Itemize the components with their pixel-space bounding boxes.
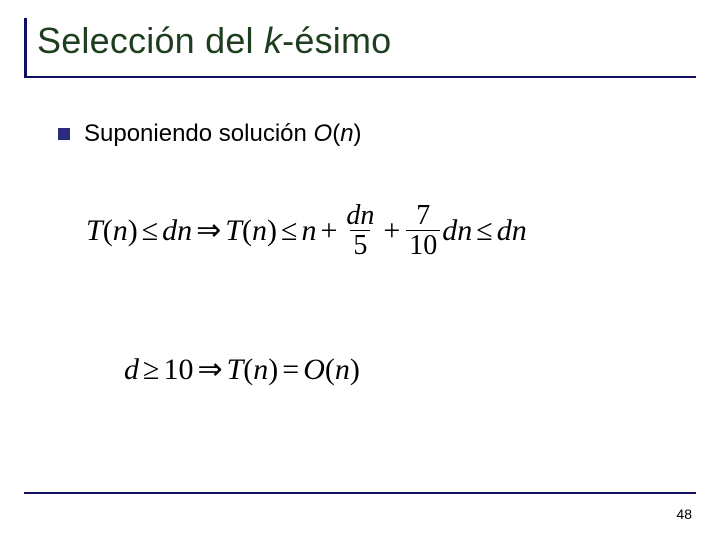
f1-rpar1: ) xyxy=(128,214,138,247)
f2-10: 10 xyxy=(163,353,193,386)
bullet-n: n xyxy=(340,120,353,147)
f1-lpar2: ( xyxy=(242,214,252,247)
f2-rpar2: ) xyxy=(350,353,360,386)
slide-title: Selección del k-ésimo xyxy=(37,20,696,62)
f1-dn1: dn xyxy=(162,214,192,247)
f1-n1: n xyxy=(113,214,128,247)
f1-le1: ≤ xyxy=(138,214,162,247)
page-number: 48 xyxy=(676,506,692,522)
bullet-text: Suponiendo solución O(n) xyxy=(84,120,362,148)
title-italic-k: k xyxy=(264,20,282,61)
title-suffix: -ésimo xyxy=(282,20,391,61)
f2-n2: n xyxy=(335,353,350,386)
title-prefix: Selección del xyxy=(37,20,264,61)
formula-1: T(n)≤dn⇒T(n)≤n+dn5+710dn≤dn xyxy=(86,203,527,263)
f1-T2: T xyxy=(225,214,242,247)
f2-eq: = xyxy=(278,353,303,386)
formula-2: d≥10⇒T(n)=O(n) xyxy=(124,352,360,387)
f1-frac1-num: dn xyxy=(343,201,377,230)
f2-O: O xyxy=(303,353,325,386)
f1-frac2: 710 xyxy=(406,201,440,261)
square-bullet-icon xyxy=(58,128,70,140)
title-region: Selección del k-ésimo xyxy=(24,18,696,78)
f2-d: d xyxy=(124,353,139,386)
f1-le2: ≤ xyxy=(277,214,301,247)
f1-dn3: dn xyxy=(497,214,527,247)
f1-dn2: dn xyxy=(442,214,472,247)
f2-imp: ⇒ xyxy=(193,353,226,386)
f1-T: T xyxy=(86,214,103,247)
f1-frac1: dn5 xyxy=(343,201,377,261)
bullet-open: ( xyxy=(332,120,340,147)
f1-frac1-den: 5 xyxy=(350,230,370,260)
f1-imp: ⇒ xyxy=(192,214,225,247)
f1-n3: n xyxy=(301,214,316,247)
bullet-prefix: Suponiendo solución xyxy=(84,120,314,147)
f2-T: T xyxy=(227,353,244,386)
bullet-row: Suponiendo solución O(n) xyxy=(58,120,362,148)
f2-n1: n xyxy=(253,353,268,386)
f1-le3: ≤ xyxy=(472,214,496,247)
f2-ge: ≥ xyxy=(139,353,163,386)
f2-lpar1: ( xyxy=(243,353,253,386)
bullet-close: ) xyxy=(354,120,362,147)
footer-rule xyxy=(24,492,696,494)
f1-n2: n xyxy=(252,214,267,247)
f1-plus2: + xyxy=(379,214,404,247)
f2-rpar1: ) xyxy=(268,353,278,386)
bullet-O: O xyxy=(314,120,333,147)
f1-rpar2: ) xyxy=(267,214,277,247)
f1-frac2-num: 7 xyxy=(413,201,433,230)
f2-lpar2: ( xyxy=(325,353,335,386)
f1-frac2-den: 10 xyxy=(406,230,440,260)
slide: Selección del k-ésimo Suponiendo solució… xyxy=(0,0,720,540)
f1-lpar1: ( xyxy=(103,214,113,247)
f1-plus1: + xyxy=(316,214,341,247)
